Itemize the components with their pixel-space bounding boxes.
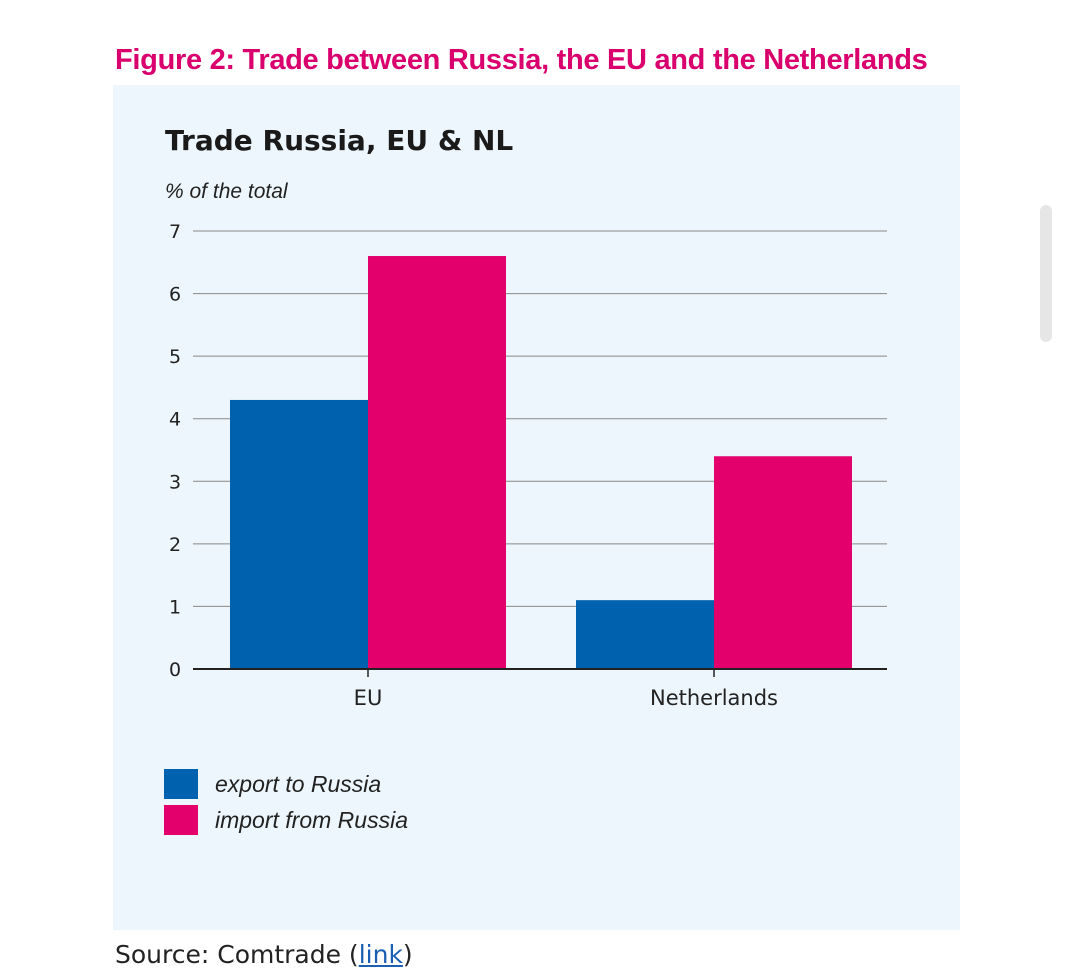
chart-title: Trade Russia, EU & NL: [165, 124, 513, 157]
source-note: Source: Comtrade (link): [115, 940, 413, 969]
y-tick-label: 3: [169, 471, 181, 493]
figure-title: Figure 2: Trade between Russia, the EU a…: [115, 44, 928, 76]
legend-label: export to Russia: [215, 771, 381, 797]
legend-swatch: [164, 769, 198, 799]
y-tick-label: 4: [169, 409, 181, 431]
y-tick-label: 2: [169, 534, 181, 556]
y-tick-label: 1: [169, 596, 181, 618]
bar-export-to-Russia-netherlands: [576, 600, 714, 669]
y-tick-label: 0: [169, 659, 181, 681]
scrollbar[interactable]: [1040, 205, 1052, 342]
chart-panel: Trade Russia, EU & NL % of the total 0 1 2 3 4…: [113, 85, 960, 930]
x-tick-label: EU: [354, 686, 383, 710]
y-tick-label: 5: [169, 346, 181, 368]
bar-import-from-Russia-netherlands: [714, 456, 852, 669]
bar-import-from-Russia-eu: [368, 256, 506, 669]
bar-chart: Trade Russia, EU & NL % of the total 0 1 2 3 4…: [164, 124, 887, 835]
bar-export-to-Russia-eu: [230, 399, 368, 669]
source-link[interactable]: link: [358, 940, 403, 969]
legend-swatch: [164, 805, 198, 835]
source-prefix: Source: Comtrade (: [115, 940, 359, 969]
source-suffix: ): [402, 940, 413, 969]
y-tick-label: 6: [169, 284, 181, 306]
y-tick-label: 7: [169, 221, 181, 243]
x-tick-label: Netherlands: [650, 686, 778, 710]
y-axis-label: % of the total: [165, 180, 289, 203]
legend-label: import from Russia: [215, 807, 408, 833]
